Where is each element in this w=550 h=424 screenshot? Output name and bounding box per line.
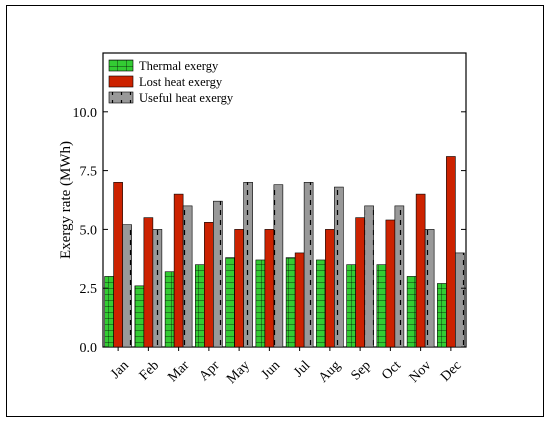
bar-lost-heat-exergy-mar [173,193,184,348]
bar-lost-heat-exergy-jan [113,182,123,348]
bar-thermal-exergy-nov [406,276,417,348]
bar-lost-heat-exergy-oct [385,219,396,348]
bar-thermal-exergy-apr [195,264,205,348]
figure-frame [6,5,544,417]
y-tick-label: 0.0 [80,341,98,356]
legend-swatch [108,59,134,72]
x-tick-label: Nov [407,358,435,386]
bar-thermal-exergy-jan [104,276,114,348]
bar-useful-heat-exergy-jan [122,224,132,348]
bar-useful-heat-exergy-nov [424,229,435,348]
x-axis: Jan Feb Mar Apr May Jun Jul Aug Sep Oct Nov Dec [108,347,465,387]
x-tick-label: Jul [291,358,313,380]
legend: Thermal exergy Lost heat exergy Useful hea… [108,59,234,105]
y-tick-label: 10.0 [73,106,98,121]
bar-useful-heat-exergy-sep [364,205,374,348]
bar-lost-heat-exergy-may [234,229,244,348]
bar-thermal-exergy-dec [437,283,447,348]
bar-thermal-exergy-sep [346,264,356,348]
x-tick-label: Aug [316,358,344,386]
legend-swatch [108,75,134,88]
bar-useful-heat-exergy-mar [182,205,193,348]
x-tick-label: Feb [137,358,162,383]
legend-label: Lost heat exergy [139,75,223,89]
y-tick-label: 2.5 [80,282,98,297]
y-tick-label: 5.0 [80,223,98,238]
bar-lost-heat-exergy-dec [446,156,456,348]
y-axis-label: Exergy rate (MWh) [58,141,74,259]
bar-useful-heat-exergy-oct [394,205,405,348]
bar-thermal-exergy-jun [255,259,266,348]
x-tick-label: Sep [348,358,373,383]
legend-label: Useful heat exergy [139,91,234,105]
bars-group [104,156,465,348]
x-tick-label: Oct [379,358,404,383]
bar-thermal-exergy-aug [316,259,326,348]
bar-lost-heat-exergy-apr [204,222,214,348]
x-tick-label: Jan [108,358,132,382]
bar-lost-heat-exergy-nov [415,193,426,348]
x-tick-label: Jun [259,358,283,382]
bar-useful-heat-exergy-jul [303,182,314,348]
bar-useful-heat-exergy-aug [334,186,344,348]
plot-area [102,52,467,348]
x-tick-label: May [224,358,253,387]
bar-lost-heat-exergy-jul [294,252,305,348]
bar-thermal-exergy-feb [134,285,145,348]
bar-useful-heat-exergy-feb [152,229,163,348]
bar-lost-heat-exergy-sep [355,217,365,348]
bar-lost-heat-exergy-aug [325,229,335,348]
x-tick-label: Dec [438,358,465,385]
bar-useful-heat-exergy-dec [455,252,465,348]
y-tick-label: 7.5 [80,165,98,180]
bar-thermal-exergy-mar [164,271,175,348]
plot-border [102,52,467,348]
bar-thermal-exergy-may [225,257,235,348]
x-tick-label: Apr [197,358,223,384]
legend-swatch [108,91,134,104]
bar-useful-heat-exergy-apr [213,200,223,348]
x-tick-label: Mar [165,358,192,385]
bar-lost-heat-exergy-feb [143,217,154,348]
bar-lost-heat-exergy-jun [264,229,275,348]
bar-useful-heat-exergy-may [243,182,253,348]
legend-label: Thermal exergy [139,59,219,73]
bar-useful-heat-exergy-jun [273,184,284,348]
bar-thermal-exergy-jul [285,257,296,348]
y-axis: 0.0 2.5 5.0 7.5 10.0 [73,106,466,356]
bar-thermal-exergy-oct [376,264,387,348]
